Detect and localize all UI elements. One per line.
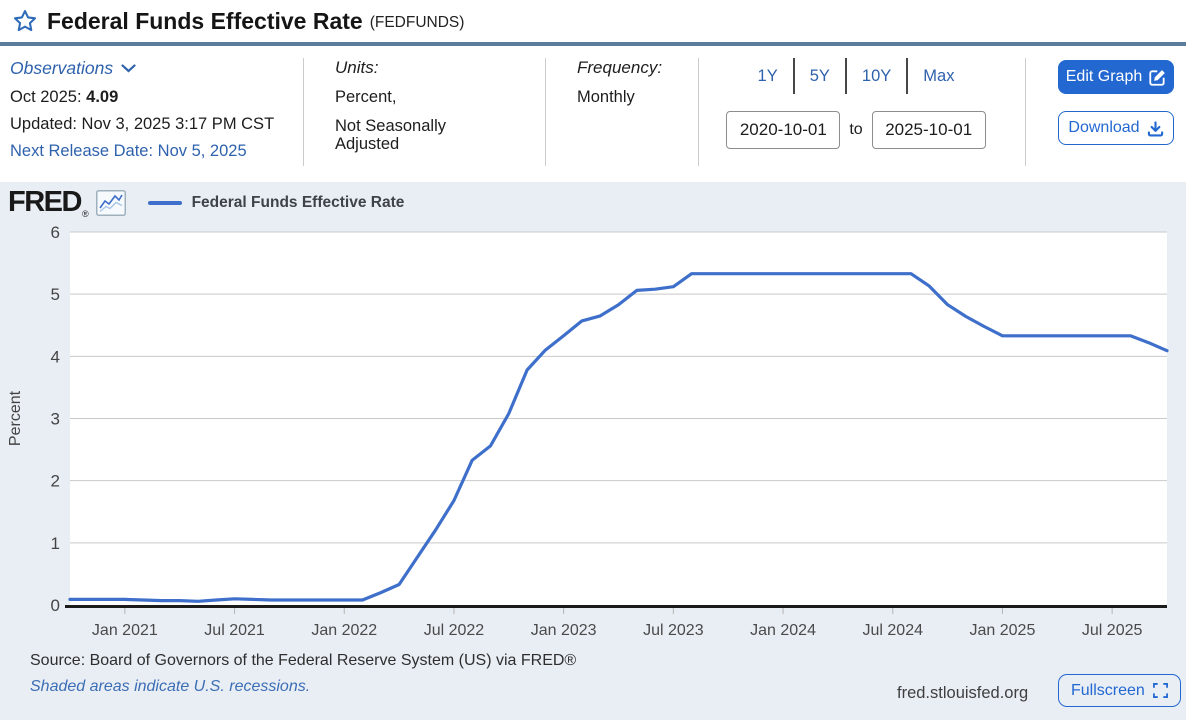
- download-button[interactable]: Download: [1058, 111, 1174, 145]
- preset-divider: [844, 58, 847, 94]
- download-icon: [1147, 121, 1163, 136]
- chevron-down-icon: [121, 64, 136, 73]
- fullscreen-label: Fullscreen: [1071, 681, 1145, 699]
- edit-graph-button[interactable]: Edit Graph: [1058, 60, 1174, 94]
- section-divider: [545, 58, 546, 166]
- section-divider: [698, 58, 699, 166]
- fred-logo-registered-mark: ®: [81, 209, 89, 219]
- range-preset-1y[interactable]: 1Y: [757, 66, 778, 85]
- frequency-value: Monthly: [577, 88, 635, 106]
- chart-canvas: 0 1 2 3 4 5 6 Jan 2021 Jul 2021 Jan 2022 Jul 2022 J…: [7, 223, 1169, 639]
- observations-label: Observations: [10, 58, 114, 78]
- svg-text:4: 4: [51, 347, 60, 366]
- fred-logo: FRED: [8, 186, 82, 218]
- preset-divider: [906, 58, 909, 94]
- site-url: fred.stlouisfed.org: [897, 684, 1029, 702]
- svg-text:Jan 2022: Jan 2022: [311, 622, 377, 639]
- download-label: Download: [1068, 119, 1140, 136]
- section-divider: [303, 58, 304, 166]
- svg-text:Jan 2023: Jan 2023: [531, 622, 597, 639]
- favorite-star-icon[interactable]: [12, 8, 38, 34]
- title-separator: [0, 42, 1186, 46]
- preset-divider: [792, 58, 795, 94]
- edit-graph-label: Edit Graph: [1065, 68, 1143, 85]
- units-value-line2: Not Seasonally Adjusted: [335, 117, 446, 154]
- latest-value: 4.09: [86, 88, 119, 106]
- updated-timestamp: Updated: Nov 3, 2025 3:17 PM CST: [10, 115, 275, 133]
- next-release-link[interactable]: Next Release Date: Nov 5, 2025: [10, 142, 247, 160]
- svg-text:Jan 2021: Jan 2021: [92, 622, 158, 639]
- svg-text:Jan 2025: Jan 2025: [970, 622, 1036, 639]
- range-presets: 1Y 5Y 10Y Max: [700, 58, 1012, 94]
- svg-text:1: 1: [51, 534, 60, 553]
- action-buttons: Edit Graph Download: [1058, 60, 1174, 145]
- svg-text:0: 0: [51, 596, 60, 615]
- to-label: to: [849, 121, 863, 138]
- svg-text:Jul 2024: Jul 2024: [863, 622, 924, 639]
- latest-period: Oct 2025:: [10, 88, 82, 106]
- svg-text:Jan 2024: Jan 2024: [750, 622, 816, 639]
- fred-chart-icon: [95, 189, 126, 216]
- units-label: Units:: [335, 58, 379, 77]
- legend-series-label: Federal Funds Effective Rate: [191, 193, 405, 211]
- recessions-note-link[interactable]: Shaded areas indicate U.S. recessions.: [30, 678, 311, 695]
- fullscreen-button[interactable]: Fullscreen: [1058, 674, 1181, 707]
- start-date-input[interactable]: [726, 111, 841, 149]
- page-title: Federal Funds Effective Rate: [47, 7, 363, 34]
- chart-region: FRED ® Federal Funds Effective Rate 0 1 2 3…: [0, 182, 1186, 720]
- observations-section: Observations Oct 2025: 4.09 Updated: Nov…: [10, 58, 274, 161]
- range-preset-10y[interactable]: 10Y: [861, 66, 892, 85]
- legend-swatch: [147, 200, 182, 205]
- svg-text:2: 2: [51, 472, 60, 491]
- source-attribution: Source: Board of Governors of the Federa…: [30, 652, 577, 669]
- fullscreen-icon: [1152, 683, 1168, 698]
- date-range-section: 1Y 5Y 10Y Max to: [700, 58, 1012, 149]
- svg-text:Percent: Percent: [7, 390, 24, 446]
- units-value-line1: Percent,: [335, 88, 397, 106]
- svg-text:6: 6: [51, 223, 60, 242]
- observations-dropdown[interactable]: Observations: [10, 58, 274, 79]
- frequency-section: Frequency: Monthly: [577, 58, 662, 107]
- end-date-input[interactable]: [871, 111, 986, 149]
- svg-text:Jul 2025: Jul 2025: [1082, 622, 1143, 639]
- svg-text:5: 5: [51, 285, 60, 304]
- section-divider: [1025, 58, 1026, 166]
- range-preset-5y[interactable]: 5Y: [809, 66, 830, 85]
- title-bar: Federal Funds Effective Rate (FEDFUNDS): [0, 0, 1186, 42]
- svg-text:3: 3: [51, 410, 60, 429]
- series-id: (FEDFUNDS): [369, 14, 465, 31]
- control-bar: Observations Oct 2025: 4.09 Updated: Nov…: [0, 46, 1186, 182]
- latest-observation: Oct 2025: 4.09: [10, 88, 274, 107]
- svg-text:Jul 2021: Jul 2021: [204, 622, 265, 639]
- edit-icon: [1149, 69, 1166, 86]
- units-section: Units: Percent, Not Seasonally Adjusted: [335, 58, 485, 153]
- date-inputs-row: to: [700, 111, 1012, 149]
- chart-header: FRED ® Federal Funds Effective Rate: [8, 186, 405, 220]
- frequency-label: Frequency:: [577, 58, 663, 77]
- range-preset-max[interactable]: Max: [923, 66, 955, 85]
- svg-text:Jul 2022: Jul 2022: [424, 622, 485, 639]
- svg-text:Jul 2023: Jul 2023: [643, 622, 704, 639]
